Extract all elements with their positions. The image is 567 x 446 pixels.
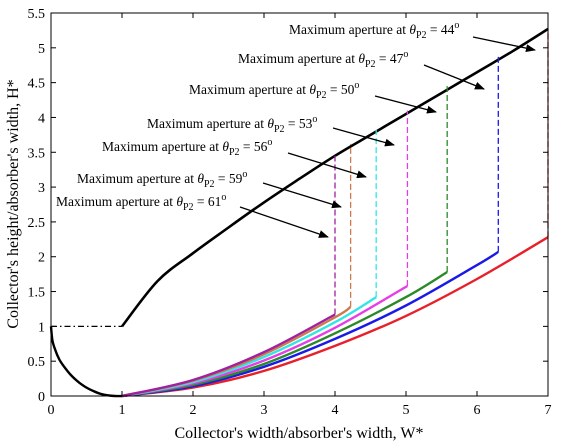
x-tick-label: 0 (48, 403, 55, 418)
x-tick-label: 4 (332, 403, 339, 418)
series-curve-47 (121, 250, 499, 398)
y-tick-label: 0 (38, 390, 45, 405)
plot-frame (50, 12, 549, 397)
absorber-arc (49, 326, 123, 398)
y-tick-label: 3.5 (28, 146, 46, 161)
y-tick-label: 1.5 (28, 286, 46, 301)
annotation-theta-53: Maximum aperture at θP2 = 53o (147, 114, 317, 135)
annotation-theta-61: Maximum aperture at θP2 = 61o (56, 192, 226, 213)
y-tick-label: 2 (38, 251, 45, 266)
annotation-theta-44: Maximum aperture at θP2 = 44o (289, 20, 459, 41)
series-curve-44 (121, 236, 549, 398)
y-tick-label: 5.5 (28, 7, 46, 22)
y-tick-label: 4 (38, 111, 45, 126)
y-axis-label: Collector's height/absorber's width, H* (5, 79, 22, 328)
x-tick-label: 5 (403, 403, 410, 418)
annotation-theta-59: Maximum aperture at θP2 = 59o (77, 169, 247, 190)
annotation-arrow-59 (262, 182, 342, 209)
annotation-arrow-56 (287, 152, 367, 179)
annotation-theta-50: Maximum aperture at θP2 = 50o (189, 80, 359, 101)
annotation-arrow-61 (239, 206, 329, 238)
y-tick-label: 2.5 (28, 216, 46, 231)
y-tick-label: 4.5 (28, 77, 46, 92)
annotation-arrow-47 (423, 64, 485, 90)
y-tick-label: 1 (38, 320, 45, 335)
x-tick-label: 6 (474, 403, 481, 418)
y-tick-label: 0.5 (28, 355, 46, 370)
x-axis-label: Collector's width/absorber's width, W* (175, 425, 424, 442)
annotation-arrow-50 (374, 95, 437, 114)
x-tick-label: 3 (261, 403, 268, 418)
x-tick-label: 2 (190, 403, 197, 418)
annotation-theta-56: Maximum aperture at θP2 = 56o (102, 137, 272, 158)
y-tick-label: 3 (38, 181, 45, 196)
x-tick-label: 7 (545, 403, 552, 418)
annotation-arrow-44 (472, 36, 536, 53)
series-curve-61 (121, 313, 336, 398)
annotation-theta-47: Maximum aperture at θP2 = 47o (238, 49, 408, 70)
y-tick-label: 5 (38, 42, 45, 57)
x-tick-label: 1 (119, 403, 126, 418)
annotation-arrow-53 (332, 127, 395, 147)
